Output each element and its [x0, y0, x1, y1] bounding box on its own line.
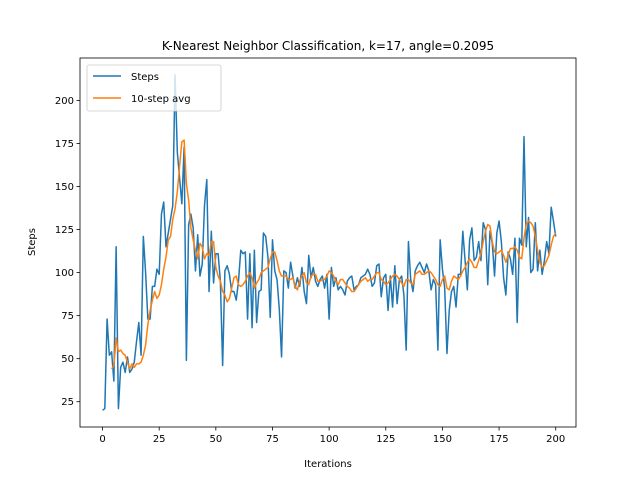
series-line-avg [110, 139, 557, 370]
legend: Steps 10-step avg [86, 64, 222, 112]
x-tick-label: 0 [99, 434, 105, 445]
chart-title: K-Nearest Neighbor Classification, k=17,… [162, 39, 494, 53]
x-axis-label: Iterations [304, 459, 352, 470]
x-tick-label: 50 [209, 434, 222, 445]
y-tick-label: 175 [55, 139, 74, 150]
legend-label-steps: Steps [131, 72, 159, 83]
x-tick-label: 200 [546, 434, 565, 445]
x-tick-label: 125 [376, 434, 395, 445]
x-tick-label: 100 [320, 434, 339, 445]
y-axis-label: Steps [27, 228, 38, 256]
x-tick-label: 25 [153, 434, 166, 445]
y-tick-label: 50 [61, 354, 74, 365]
x-tick-label: 75 [266, 434, 279, 445]
x-tick-label: 175 [490, 434, 509, 445]
plot-frame [79, 57, 577, 428]
y-tick-label: 125 [55, 225, 74, 236]
x-tick-label: 150 [433, 434, 452, 445]
legend-label-avg: 10-step avg [131, 94, 191, 105]
y-axis-ticks: 25 50 75 100 125 150 175 200 [55, 96, 80, 408]
y-tick-label: 75 [61, 311, 74, 322]
y-tick-label: 25 [61, 397, 74, 408]
y-tick-label: 150 [55, 182, 74, 193]
series-group [102, 73, 557, 411]
y-tick-label: 100 [55, 268, 74, 279]
x-axis-ticks: 0 25 50 75 100 125 150 175 200 [99, 427, 565, 445]
y-tick-label: 200 [55, 96, 74, 107]
